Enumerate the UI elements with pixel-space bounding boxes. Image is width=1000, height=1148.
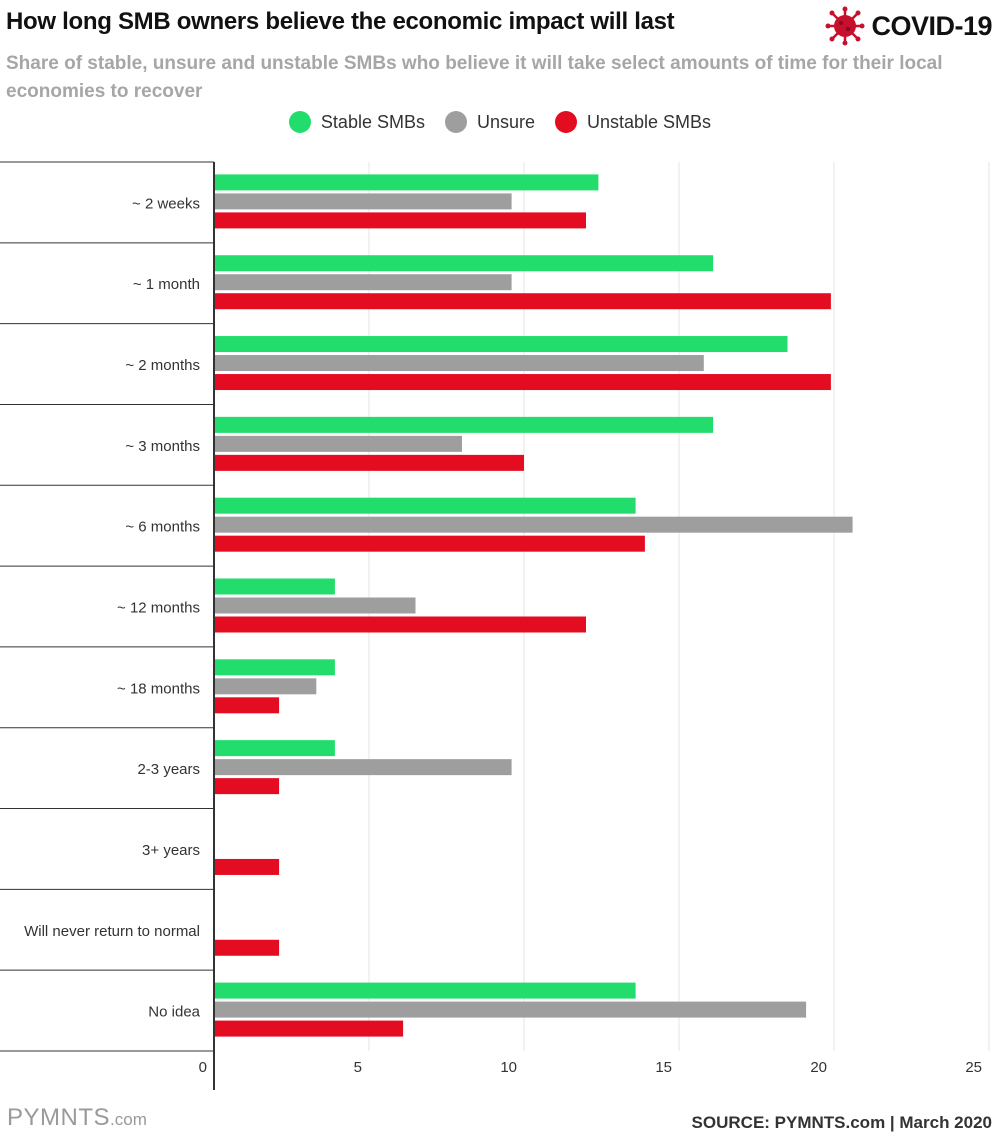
legend-item-stable: Stable SMBs (288, 111, 425, 133)
bar-unsure (215, 678, 317, 695)
category-label: ~ 1 month (133, 276, 200, 293)
pymnts-logo: PYMNTS.com (7, 1104, 147, 1132)
bar-unstable (215, 778, 280, 795)
legend-label-unsure: Unsure (476, 111, 535, 132)
category-label: ~ 6 months (125, 519, 200, 536)
x-tick-label: 10 (500, 1059, 517, 1076)
category-label: No idea (148, 1004, 200, 1021)
bar-unsure (215, 274, 512, 291)
legend-item-unsure: Unsure (444, 111, 535, 133)
bar-stable (215, 255, 714, 272)
bar-stable (215, 174, 599, 191)
bar-unsure (215, 759, 512, 776)
chart-title: How long SMB owners believe the economic… (6, 8, 675, 35)
bar-unstable (215, 1020, 404, 1037)
x-tick-label: 0 (199, 1059, 207, 1076)
x-tick-label: 5 (354, 1059, 362, 1076)
legend-label-stable: Stable SMBs (320, 111, 425, 132)
x-tick-label: 25 (965, 1059, 982, 1076)
category-label: 3+ years (142, 842, 200, 859)
bar-unstable (215, 535, 645, 552)
bar-stable (215, 416, 714, 433)
bar-unsure (215, 597, 416, 614)
bar-unstable (215, 697, 280, 714)
category-label: ~ 3 months (125, 438, 200, 455)
bar-unsure (215, 435, 462, 452)
source-note: SOURCE: PYMNTS.com | March 2020 (691, 1113, 992, 1132)
bar-unstable (215, 858, 280, 875)
bar-unstable (215, 293, 831, 310)
bar-stable (215, 659, 335, 676)
bar-unstable (215, 374, 831, 391)
legend: Stable SMBs Unsure Unstable SMBs (0, 111, 1000, 133)
legend-swatch-unstable (555, 111, 577, 133)
x-tick-label: 20 (810, 1059, 827, 1076)
category-label: 2-3 years (137, 761, 200, 778)
bar-unstable (215, 454, 524, 471)
bar-unsure (215, 193, 512, 210)
logo-main: PYMNTS (7, 1104, 111, 1131)
bar-stable (215, 497, 636, 514)
bar-unstable (215, 616, 586, 633)
bar-unsure (215, 1001, 807, 1018)
category-label: ~ 2 months (125, 357, 200, 374)
x-tick-label: 15 (655, 1059, 672, 1076)
chart-subtitle: Share of stable, unsure and unstable SMB… (6, 53, 943, 102)
bar-stable (215, 740, 335, 757)
logo-suffix: .com (110, 1110, 147, 1129)
bar-unsure (215, 355, 704, 372)
legend-swatch-unsure (444, 111, 467, 133)
legend-swatch-stable (288, 111, 311, 133)
badge-label: COVID-19 (871, 10, 992, 41)
bar-unsure (215, 516, 853, 533)
category-label: ~ 2 weeks (132, 195, 200, 212)
covid-badge: COVID-19 (825, 6, 992, 46)
legend-label-unstable: Unstable SMBs (587, 111, 712, 132)
bar-stable (215, 578, 335, 595)
category-label: ~ 12 months (117, 600, 200, 617)
bar-stable (215, 336, 788, 353)
legend-item-unstable: Unstable SMBs (555, 111, 711, 133)
category-label: ~ 18 months (117, 680, 200, 697)
bar-stable (215, 982, 636, 999)
bar-chart: ~ 2 weeks ~ 1 month ~ 2 months ~ 3 months ~ … (0, 161, 990, 1090)
bar-unstable (215, 212, 586, 229)
bar-unstable (215, 939, 280, 956)
virus-icon (825, 6, 865, 46)
category-label: Will never return to normal (24, 923, 200, 940)
